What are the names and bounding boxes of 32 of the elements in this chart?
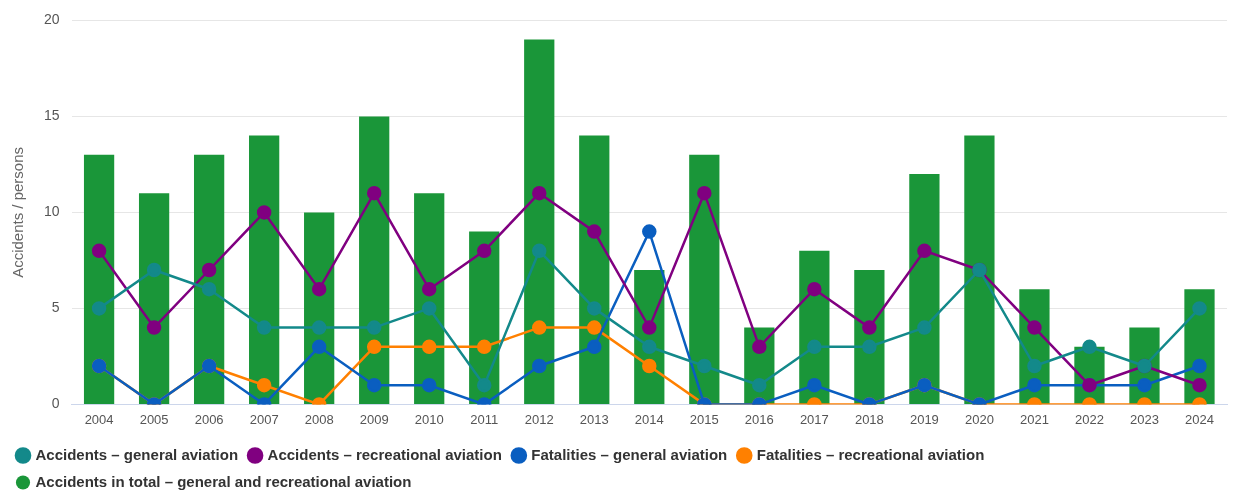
x-tick-label: 2004 [84,411,114,427]
x-tick-label: 2011 [470,411,499,427]
x-tick-label: 2018 [854,411,884,427]
x-tick-label: 2019 [909,411,939,427]
x-tick-label: 2010 [414,411,444,427]
x-tick-label: 2016 [744,411,774,427]
x-tick-label: 2020 [964,411,994,427]
x-tick-label: 2013 [579,411,609,427]
x-tick-label: 2023 [1130,411,1159,427]
x-tick-label: 2009 [359,411,389,427]
y-tick-label: 0 [51,395,60,412]
x-tick-label: 2008 [304,411,334,427]
y-tick-label: 5 [51,299,60,316]
x-tick-label: 2005 [139,411,169,427]
y-tick-label: 10 [43,203,60,220]
y-tick-label: 20 [43,11,60,28]
legend-label: Accidents – general aviation [35,445,239,463]
x-tick-label: 2006 [194,411,224,427]
x-tick-label: 2012 [524,411,554,427]
x-tick-label: 2007 [249,411,279,427]
legend-label: Accidents in total – general and recreational aviation [35,472,412,490]
x-tick-label: 2024 [1185,411,1214,427]
x-tick-label: 2014 [634,411,664,427]
x-tick-label: 2021 [1019,411,1049,427]
legend-label: Fatalities – recreational aviation [756,445,985,463]
x-tick-label: 2022 [1074,411,1104,427]
y-axis-title: Accidents / persons [9,146,27,278]
legend-label: Accidents – recreational aviation [267,445,502,463]
x-tick-label: 2017 [799,411,829,427]
y-tick-label: 15 [43,107,60,124]
x-tick-label: 2015 [689,411,719,427]
legend-label: Fatalities – general aviation [531,445,728,463]
